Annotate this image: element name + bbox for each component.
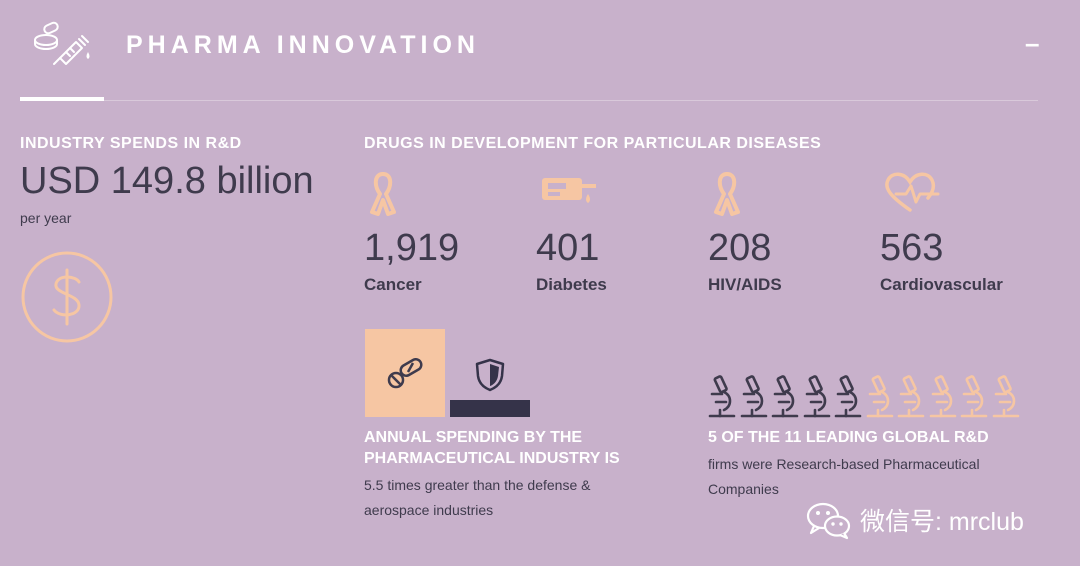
microscope-icon	[960, 375, 988, 418]
drug-disease-name: Diabetes	[536, 275, 607, 294]
firms-body: firms were Research-based Pharmaceutical…	[708, 452, 980, 502]
collapse-button[interactable]: –	[1025, 28, 1040, 58]
ribbon-icon	[714, 172, 740, 216]
microscope-icon	[929, 375, 956, 418]
microscope-icon	[771, 375, 799, 418]
rd-amount: USD 149.8 billion	[20, 160, 314, 202]
pharma-spending-bar	[365, 329, 445, 417]
rd-period: per year	[20, 210, 72, 226]
microscope-icon	[740, 375, 767, 418]
microscope-icon	[708, 375, 736, 418]
drug-count: 1,919	[364, 227, 460, 269]
firms-body-line1: firms were Research-based Pharmaceutical	[708, 456, 980, 472]
rd-heading: INDUSTRY SPENDS IN R&D	[20, 135, 242, 152]
spending-heading-line2: PHARMACEUTICAL INDUSTRY IS	[364, 450, 620, 467]
glucose-meter-icon	[542, 178, 596, 203]
header-divider	[20, 100, 1038, 101]
firms-heading: 5 OF THE 11 LEADING GLOBAL R&D	[708, 429, 989, 446]
microscope-icon	[897, 375, 925, 418]
ribbon-icon	[370, 172, 396, 216]
pills-syringe-icon	[34, 21, 90, 65]
defense-spending-bar	[450, 400, 530, 417]
heart-pulse-icon	[885, 172, 940, 212]
dollar-circle-icon	[21, 251, 113, 343]
spending-heading-line1: ANNUAL SPENDING BY THE	[364, 429, 583, 446]
drug-count: 208	[708, 227, 772, 269]
spending-body-line1: 5.5 times greater than the defense &	[364, 477, 591, 493]
firms-body-line2: Companies	[708, 481, 779, 497]
microscope-icon	[992, 375, 1019, 418]
microscope-icon	[866, 375, 893, 418]
drugs-heading: DRUGS IN DEVELOPMENT FOR PARTICULAR DISE…	[364, 135, 822, 152]
wechat-icon	[806, 502, 851, 540]
spending-body-line2: aerospace industries	[364, 502, 494, 518]
spending-heading: ANNUAL SPENDING BY THE PHARMACEUTICAL IN…	[364, 427, 620, 469]
watermark-text: 微信号: mrclub	[860, 508, 1024, 536]
active-tab-indicator	[20, 97, 104, 101]
drug-disease-name: Cancer	[364, 275, 422, 294]
shield-icon	[475, 358, 505, 392]
microscope-row	[706, 374, 1026, 420]
drug-disease-name: Cardiovascular	[880, 275, 1003, 294]
microscope-icon	[834, 375, 862, 418]
drug-count: 401	[536, 227, 600, 269]
spending-body: 5.5 times greater than the defense & aer…	[364, 473, 590, 523]
watermark: 微信号: mrclub	[806, 500, 1024, 540]
drug-disease-name: HIV/AIDS	[708, 275, 782, 294]
page-title: PHARMA INNOVATION	[126, 31, 480, 59]
pills-icon	[387, 358, 423, 389]
microscope-icon	[803, 375, 830, 418]
drug-count: 563	[880, 227, 944, 269]
